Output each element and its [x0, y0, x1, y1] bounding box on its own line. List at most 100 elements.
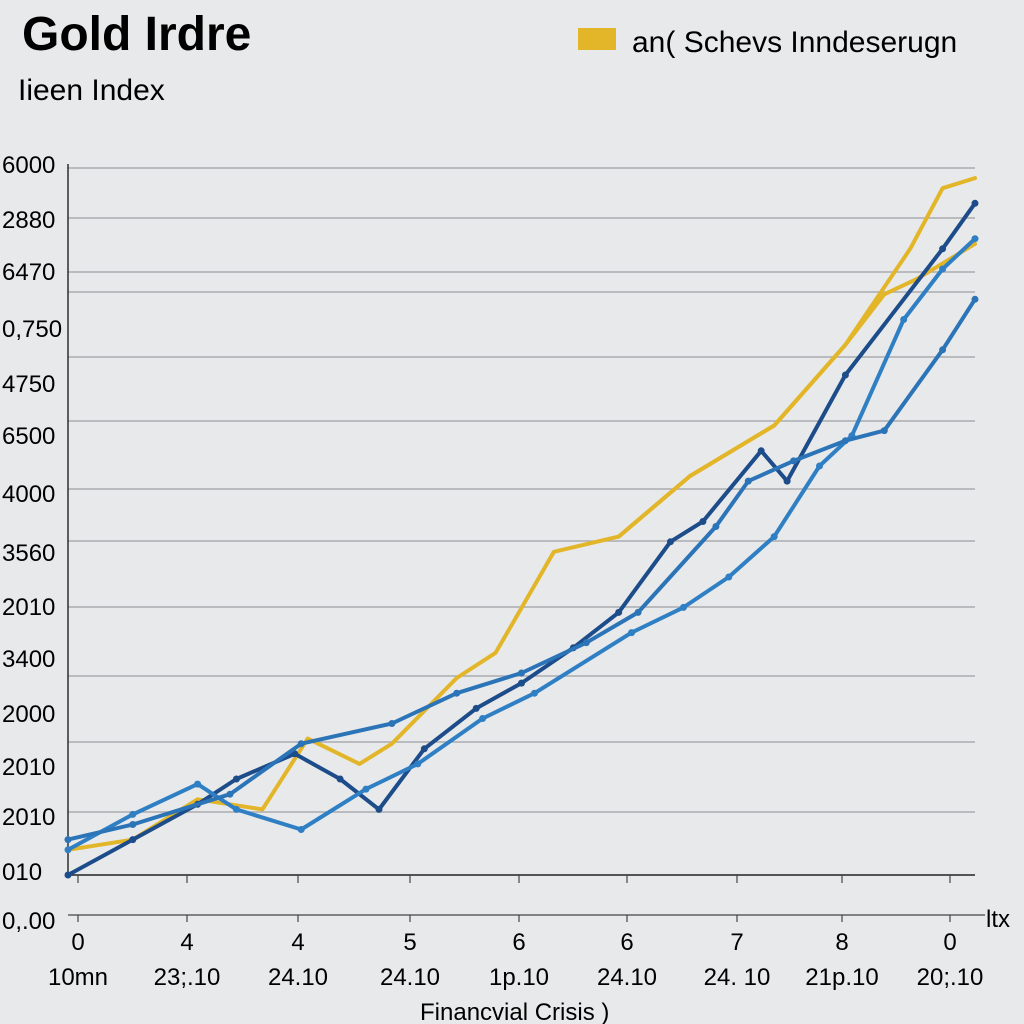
- data-point: [790, 457, 798, 465]
- data-point: [129, 821, 137, 828]
- y-tick-label: 2010: [2, 754, 55, 781]
- data-point: [414, 760, 422, 768]
- data-point: [880, 427, 888, 435]
- x-tick-date: 24. 10: [704, 964, 771, 991]
- data-point: [518, 679, 525, 687]
- y-tick-label: 2010: [2, 804, 55, 831]
- tick-layer: 6000288064700,75047506500400035602010340…: [2, 152, 983, 991]
- data-point: [757, 447, 765, 455]
- data-point: [841, 371, 849, 379]
- data-point: [680, 603, 687, 611]
- axis-layer: [67, 164, 985, 922]
- y-tick-label: 3560: [2, 540, 55, 567]
- data-point: [744, 477, 752, 485]
- data-point: [712, 523, 720, 530]
- y-tick-label: 0,.00: [2, 908, 55, 935]
- data-point: [939, 265, 947, 273]
- legend-label: an( Schevs Inndeserugn: [632, 26, 957, 59]
- data-point: [699, 518, 707, 525]
- y-tick-label: 6500: [2, 423, 55, 450]
- data-point: [362, 785, 370, 793]
- y-tick-label: 010: [2, 859, 42, 886]
- data-point: [971, 235, 979, 243]
- y-tick-label: 4000: [2, 481, 55, 508]
- data-point: [783, 477, 791, 485]
- data-point: [582, 639, 590, 647]
- data-point: [472, 704, 480, 712]
- data-point: [129, 836, 137, 844]
- y-tick-label: 2010: [2, 594, 55, 621]
- series-line-light-blue: [66, 236, 977, 852]
- data-point: [453, 689, 461, 697]
- data-point: [939, 346, 947, 354]
- data-point: [667, 538, 674, 546]
- x-tick-number: 4: [180, 929, 193, 956]
- x-tick-number: 5: [403, 929, 416, 956]
- data-point: [770, 533, 778, 541]
- x-axis-label: Financvial Crisis ): [420, 999, 609, 1024]
- data-point: [518, 669, 525, 677]
- x-tick-number: 6: [620, 929, 633, 956]
- x-tick-date: 23;.10: [154, 964, 221, 991]
- data-point: [64, 836, 72, 844]
- data-point: [971, 199, 979, 207]
- legend-swatch: [578, 28, 616, 50]
- y-tick-label: 3400: [2, 646, 55, 673]
- data-point: [628, 629, 636, 637]
- x-tick-date: 21p.10: [805, 964, 878, 991]
- x-tick-number: 7: [730, 929, 743, 956]
- x-axis-end-label: ltx: [986, 906, 1010, 933]
- data-point: [900, 316, 908, 323]
- y-tick-label: 6470: [2, 259, 55, 286]
- data-point: [634, 608, 642, 616]
- x-tick-date: 10mn: [48, 964, 108, 991]
- data-point: [479, 715, 487, 722]
- y-tick-label: 4750: [2, 371, 55, 398]
- data-point: [725, 573, 733, 581]
- data-point: [375, 805, 383, 813]
- chart-subtitle: Iieen Index: [18, 74, 165, 107]
- y-tick-label: 2880: [2, 207, 55, 234]
- series-line-gold: [66, 176, 977, 852]
- data-point: [226, 790, 234, 798]
- data-point: [297, 740, 305, 748]
- x-tick-number: 6: [512, 929, 525, 956]
- data-point: [194, 780, 202, 788]
- series-line-dark-blue: [66, 201, 977, 877]
- data-point: [841, 437, 849, 445]
- x-tick-date: 24.10: [380, 964, 440, 991]
- data-point: [971, 295, 979, 303]
- series-line-mid-blue: [66, 297, 977, 842]
- y-tick-label: 0,750: [2, 316, 62, 343]
- data-point: [64, 871, 72, 879]
- x-tick-number: 8: [835, 929, 848, 956]
- x-tick-date: 20;.10: [917, 964, 984, 991]
- data-point: [129, 810, 137, 818]
- chart-title: Gold Irdre: [22, 8, 251, 61]
- data-point: [336, 775, 344, 783]
- data-point: [64, 846, 72, 854]
- x-tick-number: 0: [71, 929, 84, 956]
- data-point: [388, 720, 396, 727]
- grid-layer: [68, 167, 975, 813]
- data-point: [232, 775, 240, 783]
- x-tick-number: 0: [943, 929, 956, 956]
- series-layer: [64, 176, 979, 879]
- series-line-gold-2: [616, 241, 977, 539]
- x-tick-date: 24.10: [268, 964, 328, 991]
- data-point: [420, 745, 428, 753]
- x-tick-date: 1p.10: [489, 964, 549, 991]
- data-point: [816, 462, 823, 470]
- data-point: [615, 608, 623, 616]
- data-point: [232, 805, 240, 813]
- x-tick-date: 24.10: [597, 964, 657, 991]
- data-point: [939, 245, 947, 253]
- data-point: [291, 750, 299, 758]
- data-point: [297, 826, 305, 833]
- y-tick-label: 6000: [2, 152, 55, 179]
- y-tick-label: 2000: [2, 701, 55, 728]
- x-tick-number: 4: [291, 929, 304, 956]
- data-point: [531, 689, 538, 697]
